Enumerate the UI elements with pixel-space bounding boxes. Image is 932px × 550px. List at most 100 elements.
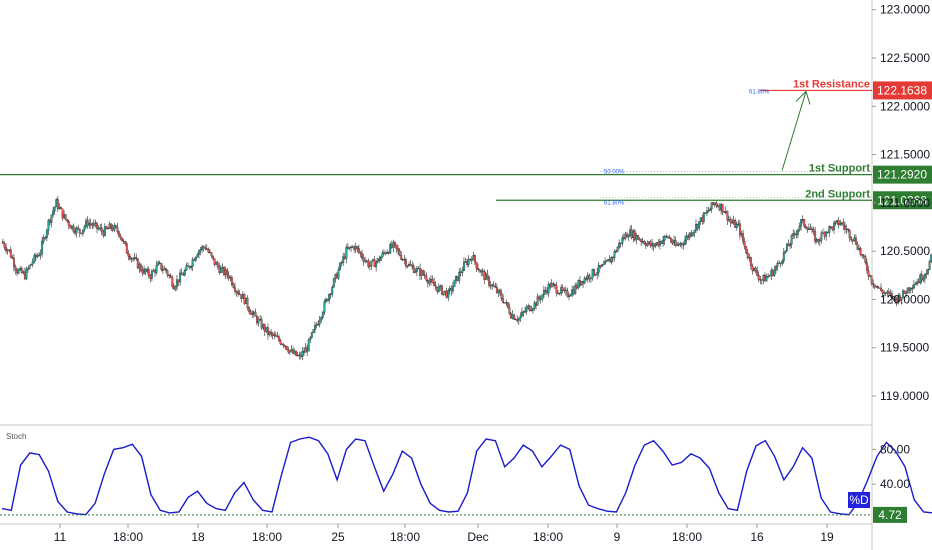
candle [404,257,407,269]
candle [680,242,683,249]
price-tick-label: 122.5000 [880,51,930,65]
second-support-label: 2nd Support [805,188,870,200]
candle [602,261,605,266]
candle [64,214,67,221]
candle [194,256,197,263]
candle [864,254,867,265]
candle [422,269,425,276]
candle [876,285,879,290]
candle [227,271,230,281]
candle [77,224,80,231]
candle [553,283,556,290]
candle [561,284,564,294]
candle [842,218,845,231]
candle [905,290,908,298]
candle [528,305,531,312]
candle [127,250,130,261]
stoch-line [1,436,932,516]
candle [923,273,926,284]
candle [67,219,70,230]
candle [547,281,550,298]
candle [721,204,724,215]
candle [804,224,807,230]
candle [709,207,712,211]
candle [566,287,569,298]
candle [593,269,596,277]
candle [920,270,923,284]
candle [328,293,331,304]
candle [734,218,737,229]
candle [745,245,748,254]
candle [588,273,591,283]
candle [925,268,928,279]
candle [818,237,821,246]
candle [796,229,799,239]
candle [415,266,418,277]
candle [216,260,219,270]
stoch-series-label: %D [849,493,869,507]
time-axis: 11 18:00 18 18:00 25 18:00 Dec 18:00 9 18:00 16 19 [54,524,834,544]
candle [409,259,412,266]
candle [494,282,497,289]
candle [536,293,539,306]
candle [205,244,208,251]
candle [92,219,95,229]
candle [756,266,759,277]
first-resistance-price-value: 122.1638 [877,83,927,97]
fib-50-label: 50.00% [604,170,625,176]
candle [456,276,459,282]
candle [136,257,139,269]
candle [89,218,92,229]
candle [637,234,639,240]
candle [219,265,222,274]
candle [412,263,415,274]
candle [434,281,437,291]
candle [381,250,384,259]
candle [213,258,216,267]
candle [174,285,177,292]
price-axis: 123.0000 122.5000 122.0000 121.5000 121.0000… [872,3,930,403]
candle [33,253,36,264]
candle [706,206,708,217]
candle [27,266,29,273]
candle [610,256,613,265]
candle [235,290,238,297]
time-tick-label: 18:00 [252,530,282,544]
candle [368,261,371,271]
time-tick-label: 18:00 [390,530,420,544]
candle [558,292,561,296]
candle [375,260,378,272]
candle [116,222,119,235]
stoch-last-value: 4.72 [878,508,902,522]
candle [61,208,64,221]
candle [922,274,925,283]
candle [425,272,428,283]
candle [627,233,630,241]
candle [340,260,343,267]
candle [743,237,746,250]
candle [309,336,312,343]
candle [125,241,128,254]
fib-618-label: 61.80% [604,200,625,206]
candle [56,195,59,213]
candle [83,224,86,233]
candle [320,316,323,323]
candle [605,259,608,263]
candle [698,221,701,231]
time-tick-label: 19 [820,530,834,544]
candle [781,259,784,266]
candle [45,228,48,242]
candle [854,234,857,246]
candle [707,206,710,213]
candle [594,273,597,277]
candle [251,309,254,318]
second-support-price-badge [873,191,932,210]
candle [331,285,334,298]
candle [902,288,904,299]
price-tick-label: 121.5000 [880,148,930,162]
candle [135,253,138,261]
candle [654,242,657,249]
candle [873,284,876,290]
candle [266,323,269,340]
